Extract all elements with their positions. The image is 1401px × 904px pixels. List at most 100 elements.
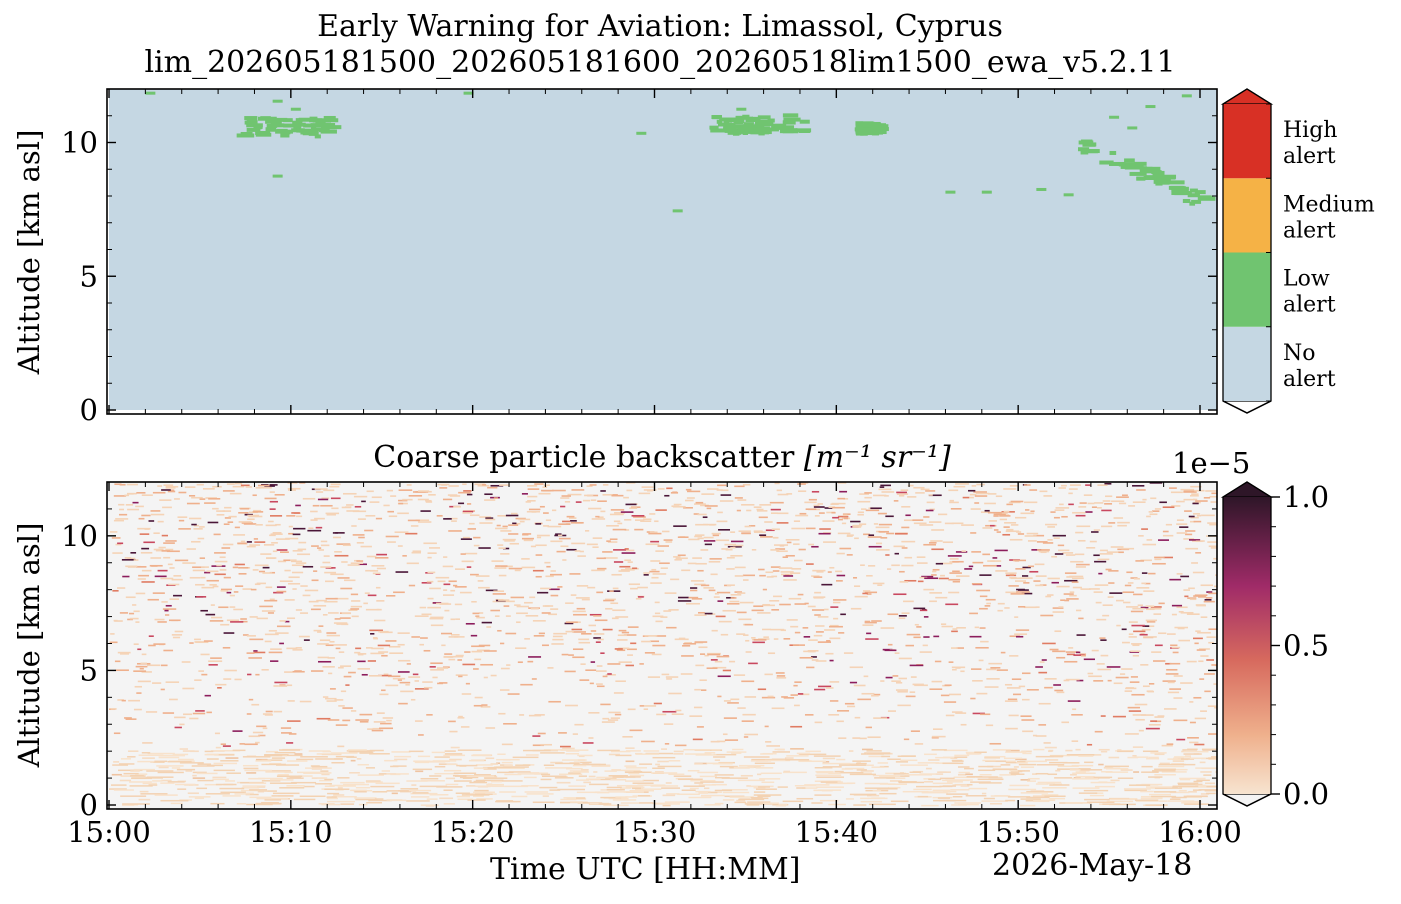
backscatter-cell <box>1010 500 1024 503</box>
backscatter-cell <box>1143 590 1155 592</box>
backscatter-cell <box>1006 503 1013 506</box>
backscatter-cell <box>984 509 990 512</box>
backscatter-cell <box>165 540 177 542</box>
backscatter-cell <box>1051 555 1058 558</box>
backscatter-cell <box>1043 495 1053 497</box>
backscatter-cell <box>195 710 205 712</box>
backscatter-cell <box>618 661 632 663</box>
backscatter-cell <box>173 575 182 577</box>
backscatter-cell <box>1204 789 1217 792</box>
backscatter-cell <box>352 534 365 536</box>
backscatter-cell <box>244 769 260 772</box>
backscatter-cell <box>261 759 283 761</box>
backscatter-cell <box>376 600 385 602</box>
backscatter-cell <box>1154 558 1162 561</box>
backscatter-cell <box>813 506 825 508</box>
backscatter-cell <box>486 783 505 786</box>
backscatter-cell <box>202 488 215 490</box>
backscatter-cell <box>1165 662 1172 665</box>
backscatter-cell <box>697 611 705 614</box>
backscatter-cell <box>758 568 765 571</box>
backscatter-cell <box>928 759 940 761</box>
backscatter-cell <box>453 584 458 587</box>
backscatter-cell <box>366 490 374 493</box>
backscatter-cell <box>242 756 271 758</box>
backscatter-cell <box>772 536 778 539</box>
backscatter-cell <box>782 800 804 803</box>
alert-cell <box>870 127 889 132</box>
backscatter-cell <box>811 659 819 661</box>
backscatter-cell <box>942 785 957 787</box>
backscatter-cell <box>639 705 645 707</box>
backscatter-cell <box>1104 765 1129 768</box>
backscatter-cell <box>981 792 987 795</box>
backscatter-cell <box>126 483 139 486</box>
backscatter-cell <box>852 524 863 527</box>
alert-cell <box>270 123 285 128</box>
backscatter-cell <box>602 551 613 553</box>
backscatter-cell <box>443 594 455 596</box>
backscatter-cell <box>984 756 1001 759</box>
backscatter-cell <box>716 740 726 743</box>
backscatter-cell <box>220 760 239 762</box>
backscatter-cell <box>816 771 833 774</box>
backscatter-cell <box>1166 743 1174 745</box>
backscatter-cell <box>1023 582 1030 584</box>
backscatter-cell <box>121 699 126 702</box>
backscatter-cell <box>598 803 612 805</box>
backscatter-cell <box>492 593 506 595</box>
backscatter-cell <box>588 507 602 510</box>
alert-cell <box>779 129 794 134</box>
backscatter-cell <box>1113 517 1124 519</box>
backscatter-cell <box>478 547 491 549</box>
backscatter-cell <box>1178 639 1191 642</box>
backscatter-cell <box>455 618 461 620</box>
backscatter-cell <box>213 533 221 536</box>
backscatter-cell <box>746 785 751 787</box>
backscatter-cell <box>565 704 578 707</box>
backscatter-cell <box>288 532 294 535</box>
backscatter-cell <box>450 746 460 749</box>
backscatter-cell <box>722 799 735 801</box>
backscatter-cell <box>149 564 163 567</box>
backscatter-cell <box>454 655 464 658</box>
backscatter-cell <box>481 704 488 706</box>
backscatter-cell <box>614 648 623 650</box>
backscatter-cell <box>864 492 872 494</box>
backscatter-cell <box>272 550 278 553</box>
backscatter-cell <box>1195 784 1206 787</box>
backscatter-cell <box>429 794 449 796</box>
backscatter-cell <box>755 788 777 790</box>
backscatter-cell <box>1003 488 1017 490</box>
backscatter-cell <box>222 510 232 512</box>
backscatter-cell <box>158 754 185 757</box>
backscatter-cell <box>1052 534 1066 537</box>
alert-cell <box>1124 158 1135 163</box>
backscatter-cell <box>777 493 789 496</box>
backscatter-cell <box>365 780 381 782</box>
backscatter-cell <box>394 531 409 534</box>
backscatter-cell <box>501 780 523 782</box>
backscatter-cell <box>426 798 438 800</box>
backscatter-cell <box>357 763 369 766</box>
backscatter-cell <box>324 580 334 583</box>
backscatter-cell <box>325 597 338 600</box>
backscatter-cell <box>1139 633 1148 636</box>
backscatter-cell <box>596 665 603 667</box>
backscatter-cell <box>1143 636 1157 638</box>
backscatter-cell <box>697 569 704 572</box>
backscatter-cell <box>494 567 507 569</box>
backscatter-cell <box>334 618 341 620</box>
backscatter-cell <box>1200 710 1207 712</box>
backscatter-cell <box>255 487 261 489</box>
backscatter-cell <box>978 765 994 768</box>
backscatter-cell <box>763 604 775 607</box>
backscatter-cell <box>1052 611 1064 613</box>
backscatter-cell <box>425 501 433 503</box>
backscatter-cell <box>673 525 687 527</box>
backscatter-cell <box>868 755 885 758</box>
backscatter-cell <box>1200 584 1213 587</box>
backscatter-cell <box>1140 797 1163 800</box>
backscatter-cell <box>255 760 272 762</box>
backscatter-cell <box>334 554 349 557</box>
